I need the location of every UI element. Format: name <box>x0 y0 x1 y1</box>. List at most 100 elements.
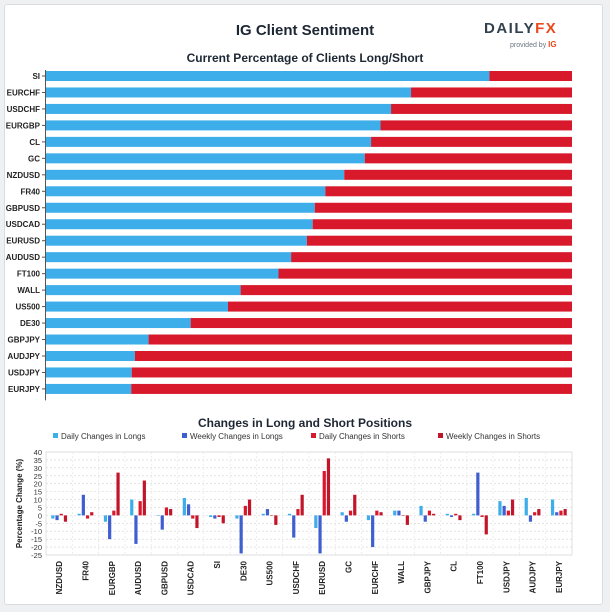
short-bar-eurjpy <box>131 383 572 394</box>
change-bar-fr40-0 <box>77 513 81 516</box>
sentiment-label-de30: DE30 <box>20 319 41 328</box>
long-bar-audjpy <box>46 350 135 361</box>
changes-xlabel-eurusd: EURUSD <box>318 561 327 595</box>
short-bar-audusd <box>291 252 572 263</box>
sentiment-label-usdchf: USDCHF <box>7 105 40 114</box>
sentiment-label-nzdusd: NZDUSD <box>7 171 41 180</box>
changes-xlabel-eurgbp: EURGBP <box>108 560 117 595</box>
change-bar-usdjpy-2 <box>506 510 510 516</box>
changes-xlabel-gc: GC <box>344 561 353 573</box>
long-bar-usdcad <box>46 219 313 230</box>
change-bar-eurusd-2 <box>322 471 326 516</box>
legend-item-1[interactable]: Weekly Changes in Longs <box>182 432 283 441</box>
short-bar-eurchf <box>411 87 572 98</box>
short-bar-gbpusd <box>314 202 572 213</box>
sentiment-label-eurgbp: EURGBP <box>6 121 41 130</box>
change-bar-us500-3 <box>274 515 278 525</box>
short-bar-usdjpy <box>131 367 572 378</box>
changes-ytick-15: 15 <box>34 488 42 497</box>
changes-ytick-5: 5 <box>38 503 42 512</box>
sentiment-label-ft100: FT100 <box>17 270 41 279</box>
short-bar-usdcad <box>312 219 572 230</box>
change-bar-usdjpy-1 <box>502 505 506 516</box>
dailyfx-logo[interactable]: DAILYFX provided by IG <box>480 20 580 52</box>
change-bar-ft100-1 <box>476 472 480 516</box>
change-bar-fr40-2 <box>85 515 90 519</box>
change-bar-de30-3 <box>247 499 252 516</box>
change-bar-usdcad-3 <box>195 515 199 529</box>
short-bar-fr40 <box>325 186 572 197</box>
legend-item-2[interactable]: Daily Changes in Shorts <box>311 432 405 441</box>
change-bar-nzdusd-0 <box>51 515 55 519</box>
change-bar-de30-2 <box>243 505 247 516</box>
changes-xlabel-usdjpy: USDJPY <box>502 560 511 593</box>
change-bar-gc-1 <box>344 515 348 522</box>
sentiment-chart-title: Current Percentage of Clients Long/Short <box>186 51 424 65</box>
change-bar-eurchf-1 <box>371 515 375 548</box>
change-bar-eurchf-0 <box>366 515 371 521</box>
change-bar-cl-0 <box>445 513 449 516</box>
change-bar-fr40-1 <box>81 494 85 516</box>
long-bar-si <box>46 71 490 81</box>
legend-swatch <box>182 433 187 438</box>
changes-xlabel-fr40: FR40 <box>81 560 90 580</box>
legend-label: Weekly Changes in Shorts <box>446 432 541 441</box>
change-bar-usdchf-2 <box>296 509 300 516</box>
change-bar-us500-1 <box>265 509 270 516</box>
change-bar-ft100-0 <box>472 513 476 516</box>
changes-ytick-25: 25 <box>34 472 42 481</box>
change-bar-usdchf-0 <box>287 513 292 516</box>
legend-item-0[interactable]: Daily Changes in Longs <box>53 432 146 441</box>
long-bar-cl <box>46 136 372 147</box>
changes-xlabel-eurchf: EURCHF <box>371 561 380 594</box>
changes-xlabel-nzdusd: NZDUSD <box>55 561 64 595</box>
short-bar-ft100 <box>278 268 572 279</box>
long-bar-gc <box>46 153 365 164</box>
changes-xlabel-audjpy: AUDJPY <box>529 560 538 593</box>
long-bar-us500 <box>46 301 228 312</box>
change-bar-gbpusd-2 <box>164 507 169 516</box>
legend-item-3[interactable]: Weekly Changes in Shorts <box>438 432 540 441</box>
legend-swatch <box>311 433 316 438</box>
changes-xlabel-eurjpy: EURJPY <box>555 560 564 593</box>
changes-ytick--25: -25 <box>31 551 42 560</box>
long-bar-wall <box>46 285 241 296</box>
change-bar-usdcad-1 <box>186 504 191 516</box>
short-bar-nzdusd <box>344 169 572 180</box>
provided-by-ig: provided by IG <box>510 40 557 49</box>
change-bar-gbpusd-1 <box>160 515 164 530</box>
change-bar-de30-1 <box>239 515 243 554</box>
changes-ytick-10: 10 <box>34 496 42 505</box>
change-bar-si-2 <box>217 515 221 517</box>
changes-ytick-30: 30 <box>34 464 42 473</box>
changes-ytick--10: -10 <box>31 527 42 536</box>
change-bar-gbpjpy-3 <box>432 513 436 516</box>
sentiment-label-wall: WALL <box>17 286 40 295</box>
changes-ytick--15: -15 <box>31 535 42 544</box>
change-bar-eurusd-0 <box>314 515 318 529</box>
change-bar-eurchf-2 <box>375 510 379 516</box>
long-bar-eurusd <box>46 235 307 246</box>
change-bar-eurjpy-0 <box>550 499 555 516</box>
change-bar-eurgbp-0 <box>103 515 108 522</box>
change-bar-gbpjpy-1 <box>423 515 427 522</box>
change-bar-cl-2 <box>454 513 458 516</box>
short-bar-gc <box>364 153 572 164</box>
long-bar-eurjpy <box>46 383 132 394</box>
long-bar-usdjpy <box>46 367 132 378</box>
change-bar-usdchf-3 <box>300 494 304 516</box>
changes-ytick-20: 20 <box>34 480 42 489</box>
sentiment-label-eurchf: EURCHF <box>7 88 40 97</box>
changes-ytick-40: 40 <box>34 448 42 457</box>
change-bar-gbpjpy-0 <box>419 505 423 516</box>
changes-xlabel-usdcad: USDCAD <box>187 561 196 595</box>
sentiment-label-cl: CL <box>29 138 40 147</box>
sentiment-label-audjpy: AUDJPY <box>8 352 41 361</box>
change-bar-gc-3 <box>353 494 357 516</box>
sentiment-label-fr40: FR40 <box>20 187 40 196</box>
change-bar-eurjpy-1 <box>555 512 559 516</box>
short-bar-wall <box>240 285 572 296</box>
change-bar-audjpy-3 <box>537 509 541 516</box>
change-bar-audjpy-2 <box>533 512 537 516</box>
